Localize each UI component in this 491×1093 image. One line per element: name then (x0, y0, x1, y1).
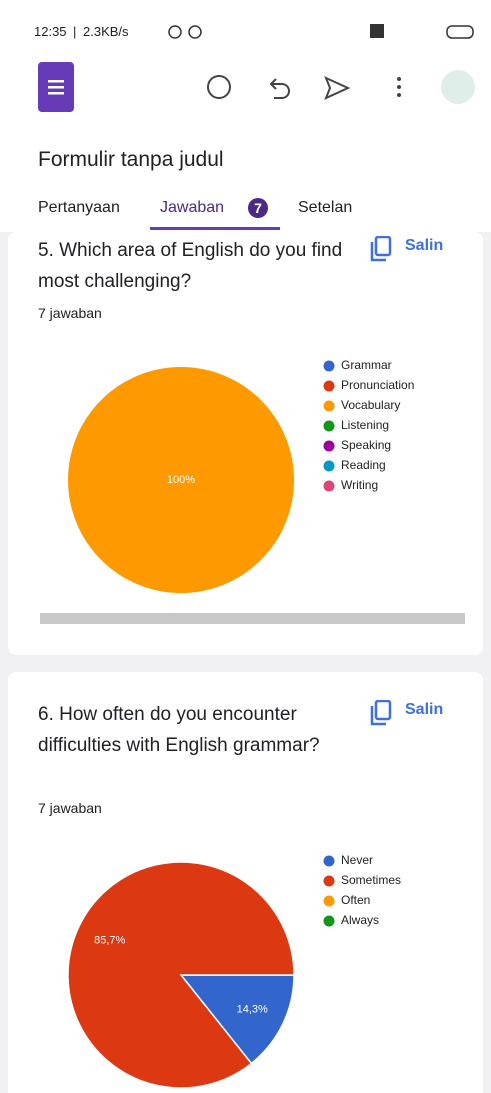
pie-chart: 100% Grammar Pronunciation Vocabulary Listen… (68, 358, 414, 593)
legend-swatch (323, 420, 335, 432)
pie-chart: 14,3% 85,7% Never Sometimes Often Always (67, 853, 401, 1089)
tab[interactable]: Setelan (298, 199, 353, 216)
legend-label: Always (341, 913, 379, 927)
data-label: 100% (167, 474, 195, 486)
undo-icon[interactable] (269, 78, 290, 99)
legend-swatch (323, 400, 335, 412)
copy-button[interactable]: Salin (405, 237, 444, 254)
form-title: Formulir tanpa judul (38, 148, 224, 171)
status-icon (188, 25, 202, 39)
legend-label: Vocabulary (341, 398, 400, 412)
question-title: 6. How often do you encounter difficulti… (38, 704, 320, 756)
question-card: 6. How often do you encounter difficulti… (8, 672, 483, 1093)
copy-icon[interactable] (370, 700, 392, 726)
status-icon (168, 25, 182, 39)
menu-dot[interactable] (397, 93, 401, 97)
legend-label: Sometimes (341, 873, 401, 887)
legend-label: Speaking (341, 438, 391, 452)
legend-label: Reading (341, 458, 386, 472)
copy-icon[interactable] (370, 236, 392, 262)
legend-swatch (323, 895, 335, 907)
legend-label: Writing (341, 478, 378, 492)
legend-label: Often (341, 893, 370, 907)
legend-swatch (323, 380, 335, 392)
tab-badge-bg (248, 198, 268, 218)
legend-swatch (323, 855, 335, 867)
tab[interactable]: Pertanyaan (38, 199, 120, 216)
battery-icon (446, 25, 474, 39)
menu-dot[interactable] (397, 85, 401, 89)
legend-swatch (323, 480, 335, 492)
legend-swatch (323, 915, 335, 927)
legend-swatch (323, 440, 335, 452)
logo-line (48, 86, 64, 89)
tab-underline (150, 227, 280, 230)
copy-button[interactable]: Salin (405, 701, 444, 718)
header-icons (38, 24, 475, 230)
legend-label: Grammar (341, 358, 392, 372)
response-count: 7 jawaban (38, 800, 102, 816)
data-label: 14,3% (237, 1003, 268, 1015)
legend-label: Never (341, 853, 373, 867)
avatar[interactable] (441, 70, 475, 104)
app-header: 12:35 | 2.3KB/s Formulir tanpa judul Per… (0, 0, 491, 232)
response-count: 7 jawaban (38, 305, 102, 321)
legend-swatch (323, 875, 335, 887)
legend-swatch (323, 360, 335, 372)
pie-slice (68, 367, 294, 593)
tab-badge: 7 (254, 200, 262, 216)
tab[interactable]: Jawaban (160, 199, 225, 216)
scrollbar (40, 613, 465, 624)
pie-slice (67, 861, 295, 1089)
data-label: 85,7% (94, 935, 125, 947)
send-icon[interactable] (324, 76, 351, 100)
pie-slice (179, 974, 295, 1065)
palette-icon[interactable] (207, 75, 231, 99)
status-separator: | (73, 24, 77, 39)
legend-label: Pronunciation (341, 378, 414, 392)
logo-line (48, 80, 64, 83)
menu-dot[interactable] (397, 77, 401, 81)
status-icon (370, 24, 384, 38)
question-card: 5. Which area of English do you find mos… (8, 232, 483, 655)
question-title: 5. Which area of English do you find mos… (38, 240, 343, 292)
status-time: 12:35 (34, 24, 67, 39)
status-speed: 2.3KB/s (83, 24, 129, 39)
legend-swatch (323, 460, 335, 472)
legend-label: Listening (341, 418, 389, 432)
logo-line (48, 92, 64, 95)
